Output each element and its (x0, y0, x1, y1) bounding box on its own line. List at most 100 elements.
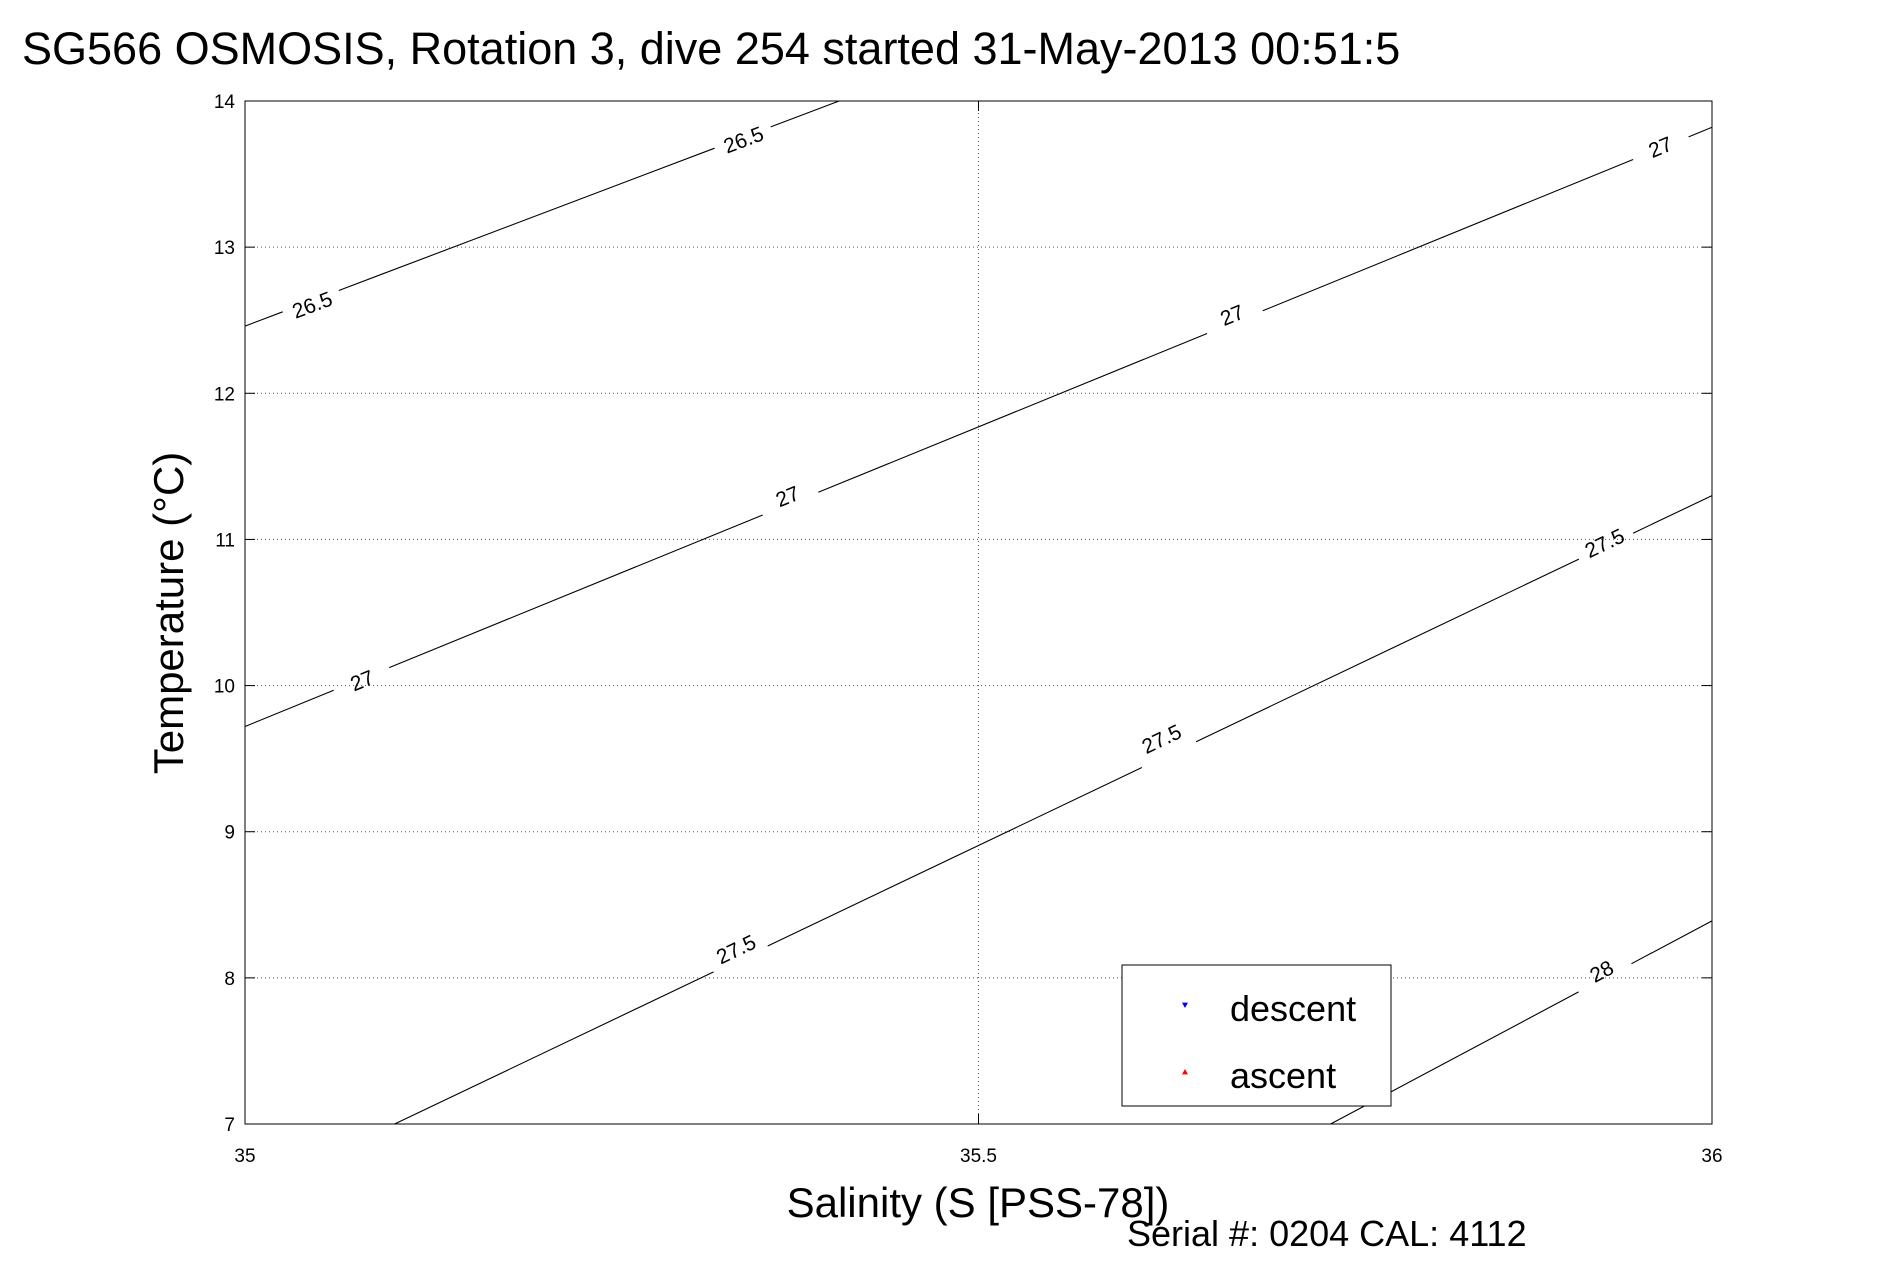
descent-point (856, 0, 859, 804)
descent-point (890, 0, 893, 768)
descent-point (953, 0, 956, 630)
descent-point (1019, 0, 1023, 547)
descent-point (885, 0, 888, 756)
descent-point (1007, 0, 1011, 617)
descent-point (1006, 0, 1010, 566)
descent-point (875, 0, 878, 756)
descent-point (873, 0, 877, 829)
descent-point (942, 0, 945, 673)
legend: descent ascent (1121, 964, 1392, 1107)
descent-point (813, 0, 817, 830)
descent-point (968, 0, 972, 653)
descent-point (955, 0, 959, 665)
descent-point (995, 0, 999, 579)
series-descent (785, 0, 1288, 991)
y-tick-label: 7 (224, 1115, 235, 1136)
descent-point (885, 0, 888, 777)
descent-point (914, 0, 918, 880)
descent-point (945, 0, 948, 677)
descent-point (987, 0, 990, 636)
descent-point (1007, 0, 1011, 557)
descent-point (988, 0, 992, 590)
descent-point (968, 0, 972, 609)
descent-point (1000, 0, 1003, 624)
descent-point (835, 0, 839, 827)
descent-point (820, 0, 823, 831)
x-tick-label: 35.5 (960, 1146, 997, 1167)
descent-point (984, 0, 987, 626)
y-tick-label: 13 (214, 238, 235, 259)
y-tick-label: 11 (215, 530, 235, 551)
y-tick-label: 10 (214, 677, 235, 698)
descent-point (996, 0, 1000, 627)
descent-point (968, 0, 972, 626)
descent-point (966, 0, 969, 611)
descent-point (882, 0, 885, 755)
descent-point (962, 0, 966, 658)
x-axis-title: Salinity (S [PSS-78]) (787, 1179, 1170, 1226)
descent-point (947, 0, 951, 931)
descent-point (894, 0, 898, 756)
descent-point (915, 0, 919, 881)
y-tick-label: 14 (214, 92, 236, 113)
descent-point (823, 0, 826, 826)
descent-point (848, 0, 851, 811)
descent-point (992, 0, 995, 586)
descent-point (906, 0, 910, 727)
descent-point (966, 0, 970, 655)
descent-point (912, 0, 915, 869)
descent-point (916, 0, 920, 716)
descent-point (906, 0, 909, 864)
descent-point (979, 0, 982, 627)
descent-point (891, 0, 895, 760)
descent-point (879, 0, 882, 755)
descent-point (951, 0, 955, 669)
descent-point (905, 0, 908, 972)
descent-point (979, 0, 983, 643)
descent-point (881, 0, 885, 838)
descent-point (917, 0, 921, 905)
descent-point (985, 0, 989, 594)
descent-point (972, 0, 975, 650)
descent-point (878, 0, 881, 984)
y-tick-label: 12 (214, 384, 235, 405)
descent-point (921, 0, 925, 705)
descent-point (834, 0, 838, 816)
descent-point (975, 0, 979, 626)
descent-point (870, 0, 874, 755)
descent-point (928, 0, 932, 920)
descent-point (879, 0, 882, 986)
descent-point (985, 0, 988, 632)
descent-point (934, 0, 937, 950)
descent-point (978, 0, 981, 603)
descent-point (882, 0, 886, 781)
descent-point (968, 0, 971, 615)
legend-ascent-marker (1182, 1069, 1188, 1075)
descent-point (869, 0, 873, 803)
legend-ascent-label: ascent (1230, 1055, 1336, 1096)
descent-point (959, 0, 963, 625)
descent-point (889, 0, 893, 759)
descent-point (964, 0, 967, 619)
descent-point (919, 0, 923, 886)
descent-point (934, 0, 938, 694)
descent-point (893, 0, 896, 849)
descent-point (916, 0, 920, 876)
plot-area (245, 101, 1712, 1124)
descent-point (992, 0, 996, 624)
descent-point (930, 0, 934, 954)
descent-point (913, 0, 917, 720)
legend-descent-marker (1182, 1002, 1188, 1008)
descent-point (890, 0, 894, 756)
x-tick-label: 36 (1701, 1146, 1722, 1167)
descent-point (931, 0, 935, 699)
descent-point (807, 0, 810, 828)
descent-point (879, 0, 882, 753)
descent-point (917, 0, 921, 900)
descent-point (809, 0, 813, 823)
descent-point (972, 0, 975, 626)
descent-point (875, 0, 879, 832)
descent-point (791, 0, 795, 830)
descent-point (887, 0, 891, 756)
